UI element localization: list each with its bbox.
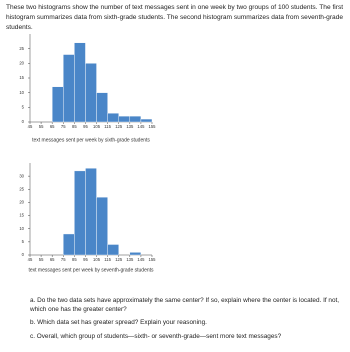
bar [85, 168, 97, 256]
y-tick-label: 20 [19, 200, 24, 205]
x-tick-label: 65 [50, 257, 55, 262]
bar [107, 244, 119, 256]
x-tick-label: 135 [126, 124, 134, 129]
x-tick-label: 115 [104, 124, 111, 129]
question: a. Do the two data sets have approximate… [30, 297, 340, 313]
x-tick-label: 115 [104, 257, 111, 262]
x-tick-label: 135 [126, 257, 134, 262]
x-tick-label: 145 [137, 257, 145, 262]
bar [118, 115, 131, 123]
bar [129, 252, 142, 256]
y-tick-label: 5 [22, 239, 25, 244]
x-tick-label: 155 [149, 124, 157, 129]
x-tick-label: 105 [93, 257, 101, 262]
x-tick-label: 55 [39, 257, 44, 262]
x-tick-label: 85 [72, 257, 77, 262]
bar [63, 54, 75, 123]
x-tick-label: 155 [149, 257, 157, 262]
x-tick-label: 95 [83, 257, 88, 262]
y-tick-label: 25 [19, 46, 24, 51]
bar [85, 63, 97, 123]
x-axis-label: text messages sent per week by seventh-g… [28, 267, 154, 273]
x-tick-label: 105 [93, 124, 101, 129]
x-tick-label: 145 [137, 124, 145, 129]
y-tick-label: 15 [19, 75, 24, 80]
x-tick-label: 75 [61, 124, 66, 129]
y-tick-label: 5 [22, 104, 25, 109]
y-tick-label: 30 [19, 173, 24, 178]
y-tick-label: 10 [19, 90, 24, 95]
x-tick-label: 75 [61, 257, 66, 262]
intro: These two histograms show the number of … [6, 4, 344, 31]
bar [96, 196, 108, 256]
x-axis-label: text messages sent per week by sixth-gra… [32, 137, 150, 143]
bar [74, 42, 86, 123]
bar [63, 233, 75, 256]
question: b. Which data set has greater spread? Ex… [30, 319, 207, 326]
x-tick-label: 125 [115, 124, 123, 129]
y-tick-label: 20 [19, 60, 24, 65]
y-tick-label: 15 [19, 213, 24, 218]
x-tick-label: 95 [83, 124, 88, 129]
question: c. Overall, which group of students—sixt… [30, 333, 282, 340]
x-tick-label: 45 [28, 124, 33, 129]
x-tick-label: 65 [50, 124, 55, 129]
bar [74, 170, 86, 256]
y-tick-label: 10 [19, 226, 24, 231]
bar [129, 115, 142, 123]
y-tick-label: 25 [19, 186, 24, 191]
bar [96, 92, 108, 123]
x-tick-label: 55 [39, 124, 44, 129]
bar [51, 86, 64, 123]
x-tick-label: 45 [28, 257, 33, 262]
x-tick-label: 125 [115, 257, 123, 262]
y-tick-label: 0 [22, 119, 25, 124]
bar [140, 118, 153, 123]
y-tick-label: 0 [22, 252, 25, 257]
x-tick-label: 85 [72, 124, 77, 129]
bar [107, 112, 119, 123]
